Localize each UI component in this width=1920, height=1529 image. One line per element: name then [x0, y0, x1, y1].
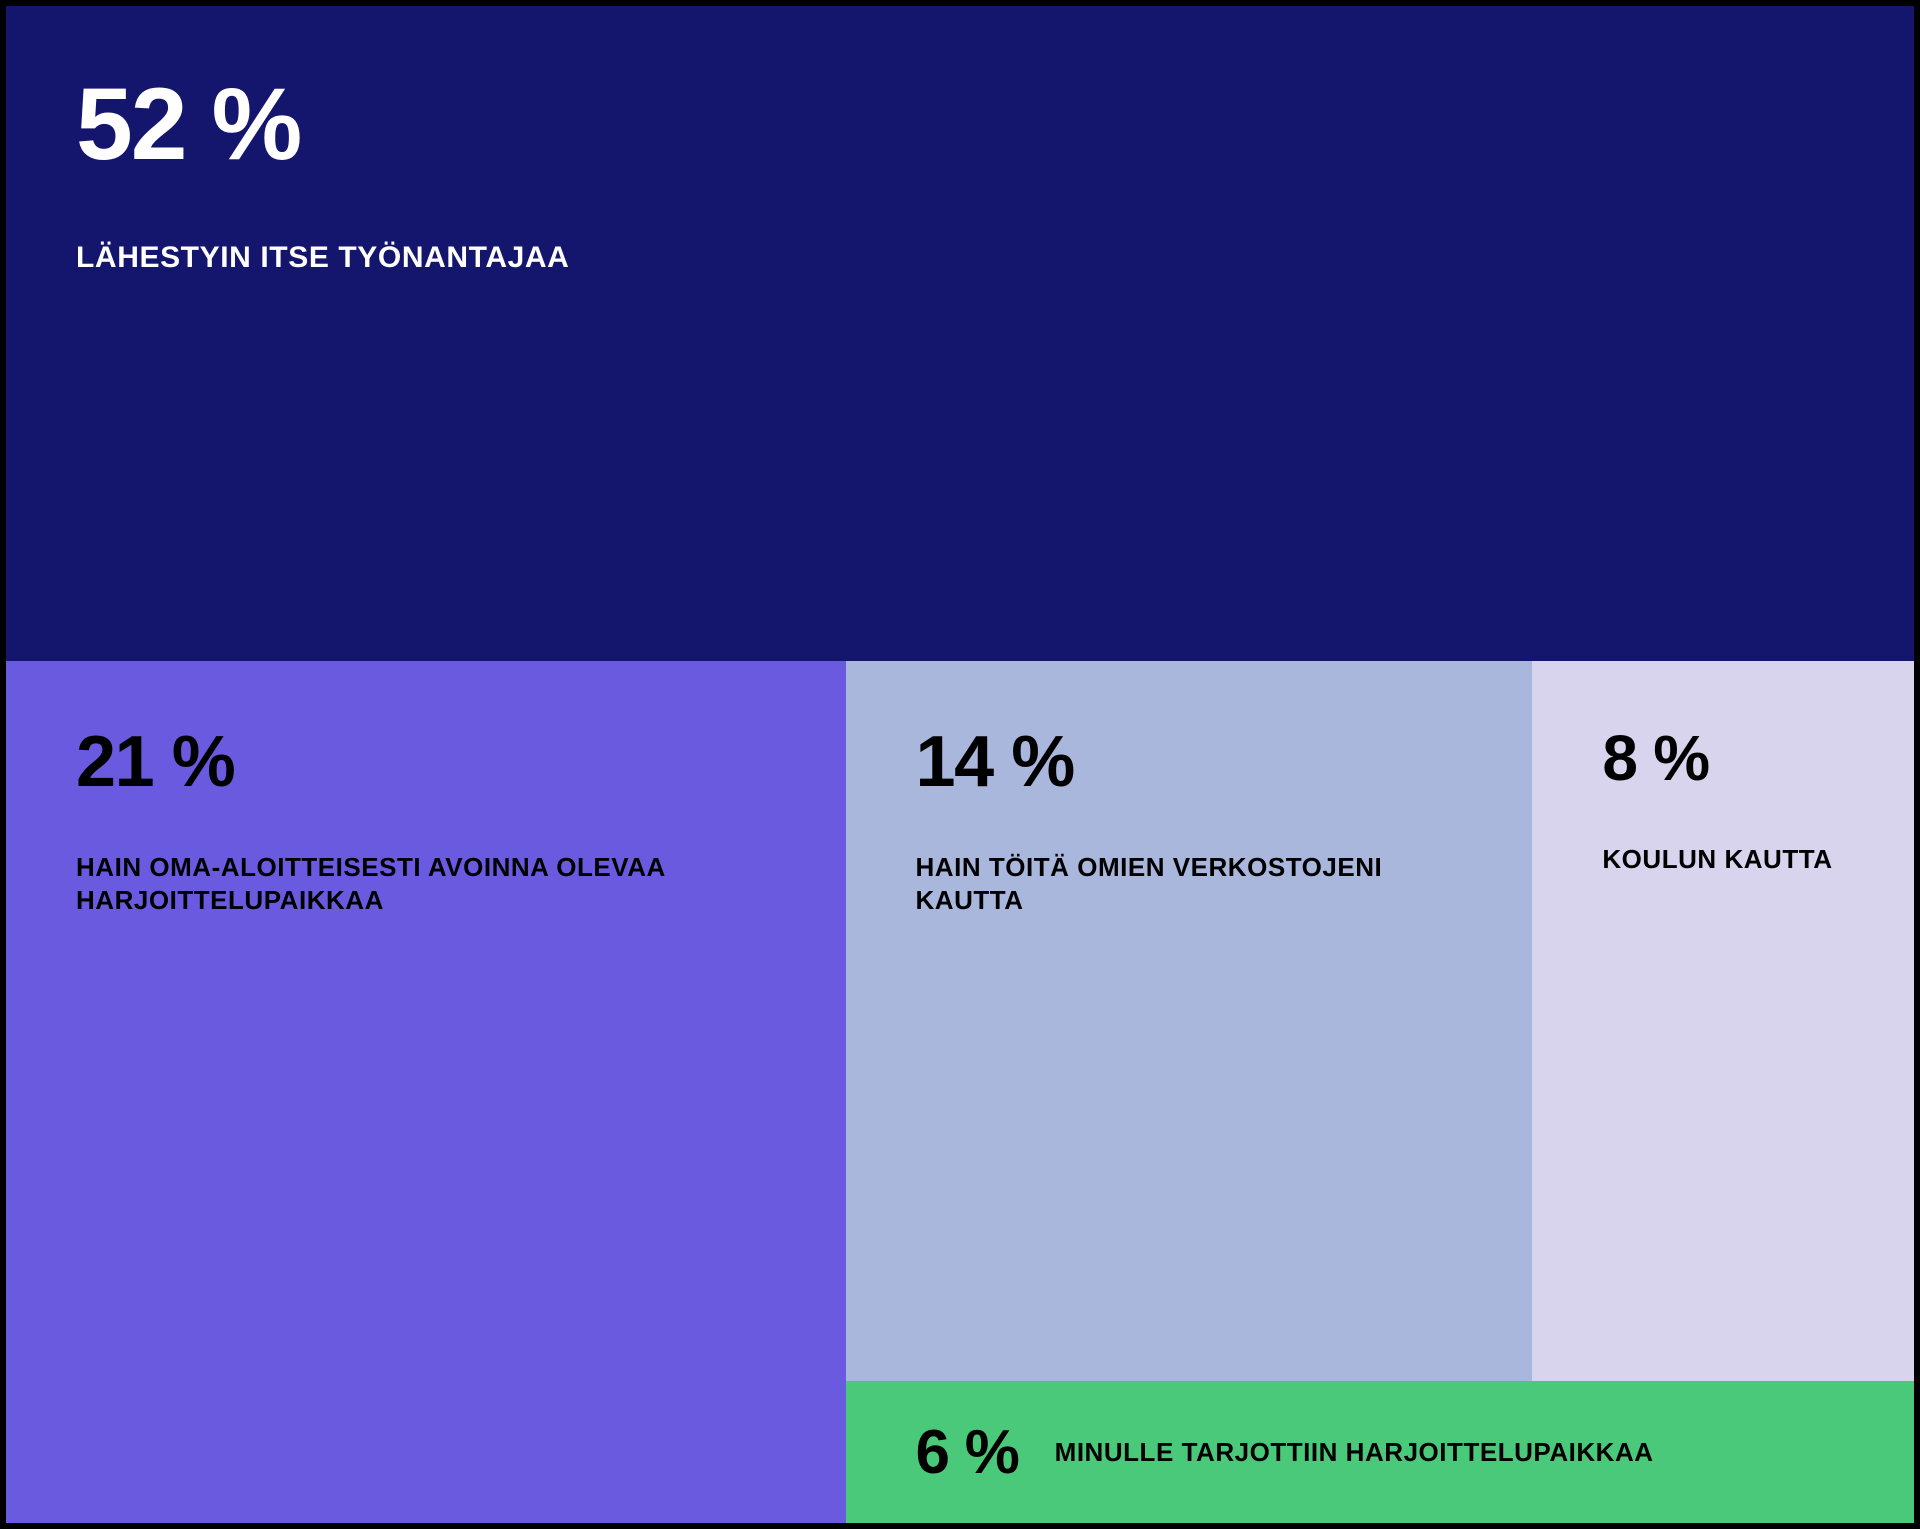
treemap-row-1b: 6 % MINULLE TARJOTTIIN HARJOITTELUPAIKKA… — [846, 1381, 1914, 1523]
tile-pct: 52 % — [76, 66, 1844, 183]
tile-label: MINULLE TARJOTTIIN HARJOITTELUPAIKKAA — [1055, 1436, 1654, 1469]
tile-lahestyin-itse: 52 % LÄHESTYIN ITSE TYÖNANTAJAA — [6, 6, 1914, 661]
tile-koulun-kautta: 8 % KOULUN KAUTTA — [1532, 661, 1914, 1381]
treemap-row-1a: 14 % HAIN TÖITÄ OMIEN VERKOSTOJENI KAUTT… — [846, 661, 1914, 1381]
treemap-col-right: 14 % HAIN TÖITÄ OMIEN VERKOSTOJENI KAUTT… — [846, 661, 1914, 1523]
tile-pct: 21 % — [76, 721, 776, 803]
tile-pct: 6 % — [916, 1417, 1019, 1488]
treemap-row-1: 21 % HAIN OMA-ALOITTEISESTI AVOINNA OLEV… — [6, 661, 1914, 1523]
treemap-chart: 52 % LÄHESTYIN ITSE TYÖNANTAJAA 21 % HAI… — [0, 0, 1920, 1529]
tile-label: LÄHESTYIN ITSE TYÖNANTAJAA — [76, 239, 1844, 277]
tile-label: HAIN OMA-ALOITTEISESTI AVOINNA OLEVAA HA… — [76, 851, 776, 916]
tile-pct: 8 % — [1602, 721, 1844, 795]
tile-hain-oma-aloitteisesti: 21 % HAIN OMA-ALOITTEISESTI AVOINNA OLEV… — [6, 661, 846, 1523]
tile-minulle-tarjottiin: 6 % MINULLE TARJOTTIIN HARJOITTELUPAIKKA… — [846, 1381, 1914, 1523]
tile-label: KOULUN KAUTTA — [1602, 843, 1844, 876]
tile-label: HAIN TÖITÄ OMIEN VERKOSTOJENI KAUTTA — [916, 851, 1463, 916]
tile-hain-toita-verkostojeni: 14 % HAIN TÖITÄ OMIEN VERKOSTOJENI KAUTT… — [846, 661, 1533, 1381]
treemap-row-0: 52 % LÄHESTYIN ITSE TYÖNANTAJAA — [6, 6, 1914, 661]
tile-pct: 14 % — [916, 721, 1463, 803]
